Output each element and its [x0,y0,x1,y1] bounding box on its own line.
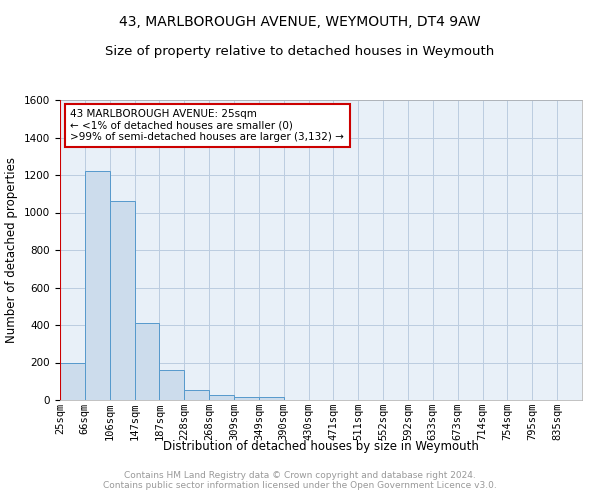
Bar [60,362,85,400]
Bar [85,171,110,400]
Bar [160,370,184,400]
Bar [134,323,160,400]
Text: Contains HM Land Registry data © Crown copyright and database right 2024.
Contai: Contains HM Land Registry data © Crown c… [103,470,497,490]
Text: 43, MARLBOROUGH AVENUE, WEYMOUTH, DT4 9AW: 43, MARLBOROUGH AVENUE, WEYMOUTH, DT4 9A… [119,15,481,29]
Bar [234,397,259,400]
Bar [110,201,134,400]
Text: Distribution of detached houses by size in Weymouth: Distribution of detached houses by size … [163,440,479,453]
Bar [209,396,234,400]
Bar [184,390,209,400]
Text: Size of property relative to detached houses in Weymouth: Size of property relative to detached ho… [106,45,494,58]
Bar [259,397,284,400]
Text: 43 MARLBOROUGH AVENUE: 25sqm
← <1% of detached houses are smaller (0)
>99% of se: 43 MARLBOROUGH AVENUE: 25sqm ← <1% of de… [70,109,344,142]
Y-axis label: Number of detached properties: Number of detached properties [5,157,19,343]
